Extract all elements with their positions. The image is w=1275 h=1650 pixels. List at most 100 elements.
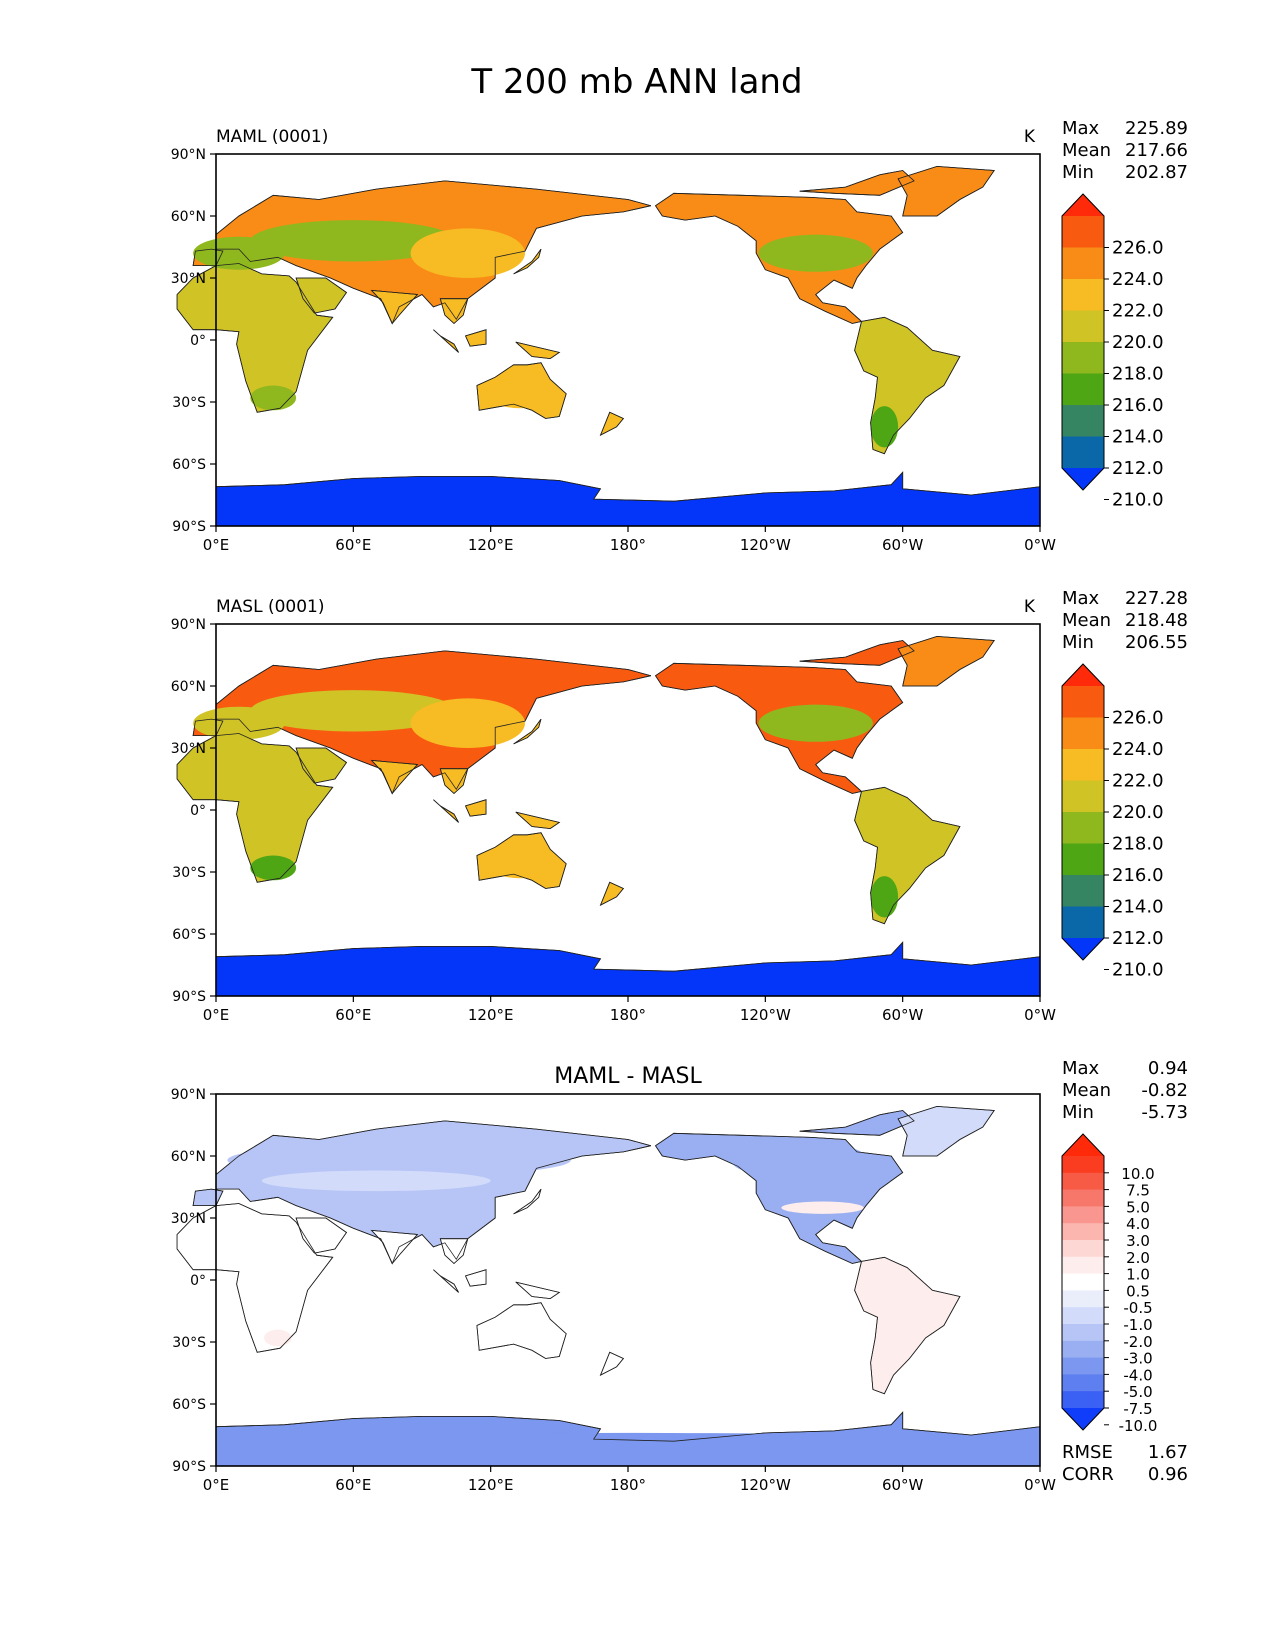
colorbar-label: 212.0: [1112, 928, 1164, 949]
footer-stat-label: RMSE: [1062, 1442, 1113, 1463]
coastline-indochina: [439, 768, 469, 795]
blob-us-warm: [781, 1201, 864, 1214]
blob-patagonia: [870, 876, 899, 918]
lat-label: 0°: [190, 803, 206, 819]
blob-mediterranean: [193, 236, 285, 270]
colorbar-label: 214.0: [1112, 897, 1164, 918]
colorbar-label: 210.0: [1112, 960, 1164, 981]
panel-left-title: MAML (0001): [216, 127, 328, 147]
lat-label: 60°S: [172, 1397, 206, 1413]
colorbar-label: 218.0: [1112, 834, 1164, 855]
coastline-australia: [476, 832, 567, 889]
blob-na-central: [758, 234, 873, 272]
lat-label: 60°N: [171, 209, 206, 225]
colorbar-top-arrow: [1062, 664, 1104, 686]
lon-label: 0°W: [1024, 536, 1056, 554]
stat-value: -0.82: [1141, 1080, 1188, 1101]
colorbar-label: -4.0: [1123, 1366, 1152, 1384]
lon-label: 180°: [610, 536, 646, 554]
colorbar-top-arrow: [1062, 1134, 1104, 1156]
colorbar-label: 7.5: [1126, 1182, 1150, 1200]
stat-value: 218.48: [1125, 610, 1188, 631]
stat-value: 0.94: [1148, 1058, 1188, 1079]
panels: MAML (0001) K90°N60°N30°N0°30°S60°S90°S0°…: [171, 118, 1188, 1494]
colorbar-label: 212.0: [1112, 458, 1164, 479]
coastline-europe: [192, 1188, 224, 1206]
lon-label: 60°W: [882, 536, 924, 554]
stat-label: Min: [1062, 632, 1094, 653]
coastline-nz: [599, 411, 625, 436]
coastline-europe: [192, 248, 224, 267]
lat-label: 0°: [190, 333, 206, 349]
colorbar-segment: [1062, 436, 1104, 469]
lat-label: 30°S: [172, 395, 206, 411]
coastline-europe: [192, 718, 224, 736]
colorbar-bottom-arrow: [1062, 468, 1104, 490]
colorbar-segment: [1062, 906, 1104, 939]
coastline-africa: [176, 733, 334, 883]
lon-label: 60°W: [882, 1006, 924, 1024]
lat-label: 60°S: [172, 927, 206, 943]
coastline-northamerica: [654, 192, 904, 324]
colorbar-segment: [1062, 812, 1104, 845]
colorbar-segment: [1062, 216, 1104, 249]
blob-antarctic-core: [216, 1432, 1040, 1458]
coastline-nz: [599, 881, 625, 906]
blob-australia: [486, 379, 555, 409]
colorbar-segment: [1062, 247, 1104, 280]
coastline-indochina: [439, 1238, 469, 1265]
colorbar-label: 218.0: [1112, 364, 1164, 385]
colorbar: 226.0 224.0 222.0 220.0 218.0 216.0 214.0 212.0…: [1061, 663, 1164, 981]
lat-label: 60°N: [171, 679, 206, 695]
colorbar-label: -10.0: [1119, 1417, 1158, 1435]
coastline-arabia: [295, 1217, 348, 1254]
colorbar-label: 5.0: [1126, 1198, 1150, 1216]
coastline-northamerica: [654, 662, 904, 794]
lat-label: 30°N: [171, 741, 206, 757]
lat-label: 90°S: [172, 1459, 206, 1475]
lat-label: 90°S: [172, 519, 206, 535]
blob-na-central: [758, 704, 873, 742]
blob-central-asia: [250, 220, 457, 262]
blob-southern-africa: [250, 855, 297, 881]
coastline-india: [370, 759, 419, 795]
coastline-newguinea: [515, 1281, 561, 1300]
colorbar-segment: [1062, 1357, 1104, 1375]
figure-title: T 200 mb ANN land: [470, 62, 802, 102]
lon-label: 120°E: [468, 536, 514, 554]
land-fields: [176, 635, 1041, 997]
stat-label: Min: [1062, 162, 1094, 183]
lat-label: 0°: [190, 1273, 206, 1289]
colorbar-segment: [1062, 843, 1104, 876]
blob-eurasia-cool: [227, 1143, 571, 1177]
colorbar: 226.0 224.0 222.0 220.0 218.0 216.0 214.0 212.0…: [1061, 193, 1164, 511]
coastline-newguinea: [515, 341, 561, 360]
coastline-greenland: [897, 635, 995, 687]
land-fields: [176, 165, 1041, 527]
stat-label: Max: [1062, 118, 1100, 139]
colorbar-segment: [1062, 1223, 1104, 1241]
colorbar-label: -1.0: [1123, 1316, 1152, 1334]
colorbar-segment: [1062, 1340, 1104, 1359]
footer-stat-label: CORR: [1062, 1464, 1114, 1485]
colorbar-segment: [1062, 310, 1104, 343]
stat-value: 225.89: [1125, 118, 1188, 139]
lon-label: 0°E: [203, 536, 230, 554]
coastline-arabia: [295, 747, 348, 784]
lon-label: 180°: [610, 1006, 646, 1024]
coastline-greenland: [897, 1105, 995, 1157]
coastline-japan: [513, 718, 542, 745]
colorbar-segment: [1062, 373, 1104, 406]
blob-central-asia: [250, 690, 457, 732]
lon-label: 0°W: [1024, 1476, 1056, 1494]
colorbar-segment: [1062, 342, 1104, 375]
coastline-indochina: [439, 298, 469, 325]
colorbar-segment: [1062, 279, 1104, 312]
lat-label: 90°N: [171, 617, 206, 633]
coastline-indonesia1: [433, 799, 459, 823]
panel-difference: MAML - MASL 90°N 60°N 30°N 0° 30°S 60°S 90°S0°E…: [171, 1058, 1188, 1494]
coastline-nz: [599, 1351, 625, 1376]
colorbar-label: 222.0: [1112, 771, 1164, 792]
coastline-africa: [176, 1203, 334, 1353]
coastline-indonesia2: [464, 799, 487, 817]
